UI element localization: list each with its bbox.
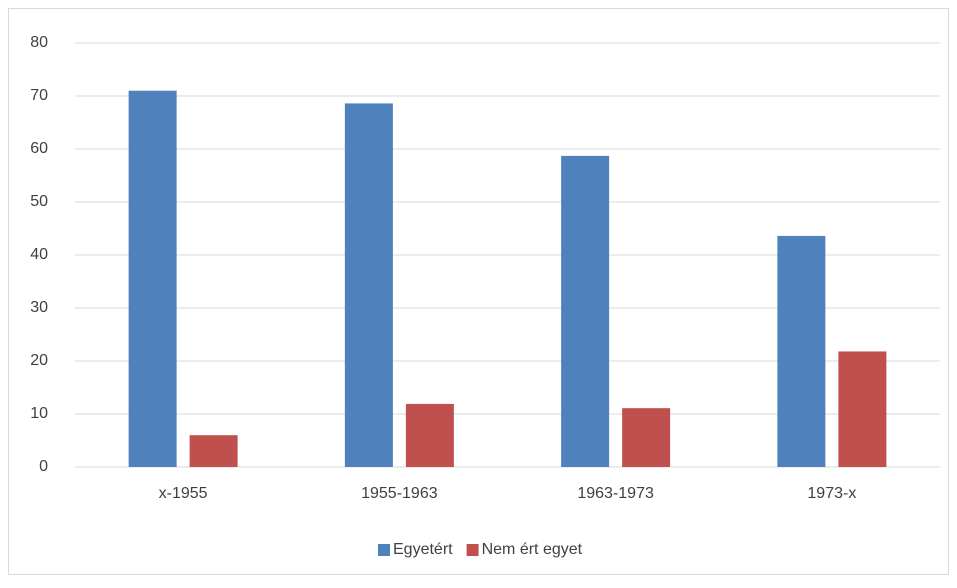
y-tick-label: 20	[30, 352, 48, 369]
bar	[189, 435, 238, 467]
x-tick-label: x-1955	[159, 485, 208, 502]
legend-label: Nem ért egyet	[482, 541, 583, 558]
bar	[561, 155, 610, 467]
y-tick-label: 70	[30, 87, 48, 104]
y-tick-label: 60	[30, 140, 48, 157]
y-tick-label: 0	[39, 458, 48, 475]
y-tick-label: 40	[30, 246, 48, 263]
bar	[128, 90, 177, 467]
y-tick-label: 50	[30, 193, 48, 210]
legend-swatch	[378, 544, 390, 556]
x-tick-label: 1963-1973	[577, 485, 654, 502]
legend-swatch	[466, 544, 479, 556]
bar	[622, 408, 671, 467]
y-tick-label: 80	[30, 34, 48, 51]
y-tick-label: 30	[30, 299, 48, 316]
bar	[344, 103, 393, 468]
x-tick-label: 1973-x	[807, 485, 856, 502]
x-tick-label: 1955-1963	[361, 485, 438, 502]
bar	[405, 403, 454, 467]
legend-label: Egyetért	[393, 541, 453, 558]
bar	[838, 351, 887, 467]
bar	[777, 235, 826, 467]
y-tick-label: 10	[30, 405, 48, 422]
